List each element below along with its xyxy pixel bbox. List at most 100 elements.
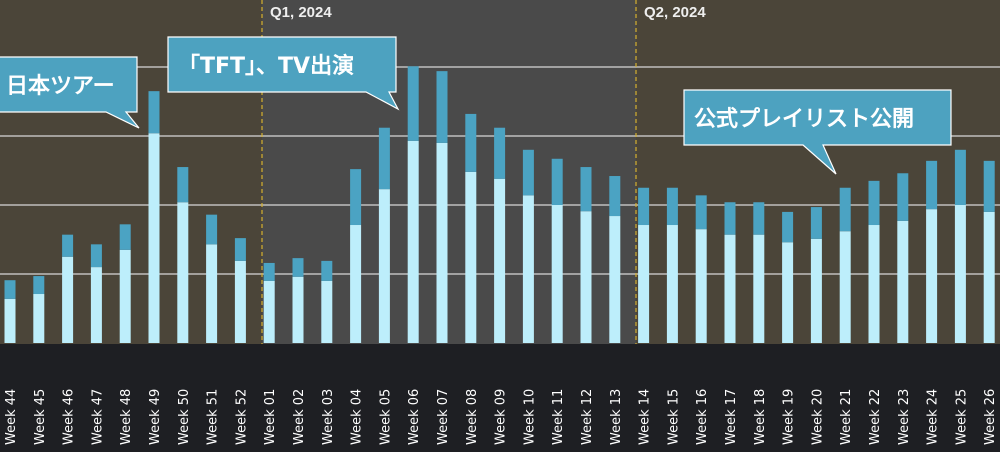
x-tick-label: Week 51	[206, 389, 221, 445]
bar-segment-upper	[810, 207, 822, 239]
x-tick-label: Week 21	[839, 389, 854, 445]
x-tick-label: Week 46	[62, 389, 77, 445]
x-tick-label: Week 01	[263, 389, 278, 445]
x-tick-label: Week 48	[119, 389, 134, 445]
x-tick-label: Week 08	[465, 389, 480, 445]
bar-segment-lower	[638, 225, 650, 343]
bar-segment-upper	[292, 258, 304, 277]
bar-segment-lower	[62, 256, 74, 343]
bar-segment-upper	[609, 176, 621, 217]
x-tick-label: Week 12	[580, 389, 595, 445]
callout-bubble	[0, 56, 140, 129]
callout-text: 「TFT」、TV出演	[178, 53, 354, 79]
annotation-playlist: 公式プレイリスト公開	[683, 89, 952, 175]
x-tick-label: Week 22	[868, 389, 883, 445]
bar-segment-lower	[897, 220, 909, 343]
callout-text: 公式プレイリスト公開	[694, 107, 914, 132]
bar-segment-upper	[522, 149, 534, 196]
bar-segment-lower	[522, 195, 534, 343]
bar-segment-upper	[148, 91, 160, 134]
x-axis-band	[0, 344, 1000, 452]
bar-segment-lower	[551, 205, 563, 343]
x-tick-label: Week 14	[638, 389, 653, 445]
bar-segment-upper	[90, 244, 102, 268]
bar-segment-lower	[206, 244, 218, 343]
x-tick-label: Week 24	[926, 389, 941, 445]
bar-segment-upper	[839, 187, 851, 232]
bar-segment-upper	[666, 187, 678, 226]
bar-segment-lower	[724, 234, 736, 343]
bar-segment-upper	[983, 160, 995, 212]
bar-segment-upper	[119, 224, 131, 250]
x-tick-label: Week 50	[177, 389, 192, 445]
bar-segment-lower	[609, 216, 621, 343]
bar-segment-lower	[782, 242, 794, 343]
bar-segment-upper	[177, 167, 189, 203]
q2-label: Q2, 2024	[644, 4, 706, 21]
bar-segment-lower	[465, 171, 477, 343]
bar-segment-lower	[148, 133, 160, 343]
bar-segment-lower	[666, 225, 678, 343]
callout-bubble	[167, 36, 400, 111]
callout-text: 日本ツアー	[6, 74, 115, 99]
bar-segment-upper	[954, 149, 966, 205]
x-tick-label: Week 15	[666, 389, 681, 445]
bar-segment-upper	[378, 127, 390, 190]
annotation-japan-tour: 日本ツアー	[0, 56, 140, 129]
bar-segment-lower	[378, 189, 390, 343]
bar-segment-upper	[234, 238, 246, 261]
bar-segment-upper	[321, 260, 333, 281]
x-tick-label: Week 25	[954, 389, 969, 445]
bar-segment-lower	[33, 294, 45, 343]
bar-segment-upper	[263, 262, 275, 281]
x-tick-label: Week 16	[695, 389, 710, 445]
x-tick-label: Week 19	[782, 389, 797, 445]
x-tick-label: Week 26	[983, 389, 998, 445]
x-tick-label: Week 05	[378, 389, 393, 445]
bar-segment-upper	[33, 276, 45, 295]
x-tick-label: Week 20	[810, 389, 825, 445]
bar-segment-upper	[551, 158, 563, 205]
bar-segment-upper	[695, 195, 707, 230]
x-tick-label: Week 02	[292, 389, 307, 445]
x-tick-label: Week 23	[897, 389, 912, 445]
bar-segment-upper	[4, 280, 16, 299]
annotation-tft-tv: 「TFT」、TV出演	[167, 36, 400, 111]
bar-segment-upper	[868, 180, 880, 226]
bar-segment-lower	[292, 276, 304, 343]
x-tick-label: Week 17	[724, 389, 739, 445]
bar-segment-upper	[897, 173, 909, 221]
bar-segment-lower	[753, 234, 765, 343]
bar-segment-lower	[234, 260, 246, 343]
x-tick-label: Week 11	[551, 389, 566, 445]
x-tick-label: Week 10	[522, 389, 537, 445]
x-tick-label: Week 04	[350, 389, 365, 445]
x-tick-label: Week 03	[321, 389, 336, 445]
x-tick-label: Week 18	[753, 389, 768, 445]
bar-segment-upper	[926, 160, 938, 210]
x-tick-label: Week 09	[494, 389, 509, 445]
x-tick-label: Week 45	[33, 389, 48, 445]
bar-segment-upper	[350, 169, 362, 226]
bar-segment-lower	[90, 267, 102, 343]
bar-segment-upper	[724, 202, 736, 235]
bar-segment-lower	[350, 225, 362, 343]
bar-segment-upper	[206, 214, 218, 245]
bar-segment-upper	[494, 127, 506, 179]
x-tick-label: Week 47	[90, 389, 105, 445]
bar-segment-lower	[868, 225, 880, 343]
callout-bubble	[683, 89, 952, 175]
bar-segment-lower	[321, 280, 333, 343]
bar-segment-lower	[119, 249, 131, 343]
bar-segment-lower	[954, 205, 966, 343]
bar-segment-lower	[494, 178, 506, 343]
bar-segment-lower	[839, 231, 851, 343]
x-tick-label: Week 44	[4, 389, 19, 445]
bar-segment-lower	[695, 229, 707, 343]
bar-segment-upper	[407, 66, 419, 141]
x-tick-label: Week 07	[436, 389, 451, 445]
bar-segment-upper	[436, 71, 448, 143]
bar-segment-upper	[580, 167, 592, 212]
bar-segment-upper	[753, 202, 765, 235]
